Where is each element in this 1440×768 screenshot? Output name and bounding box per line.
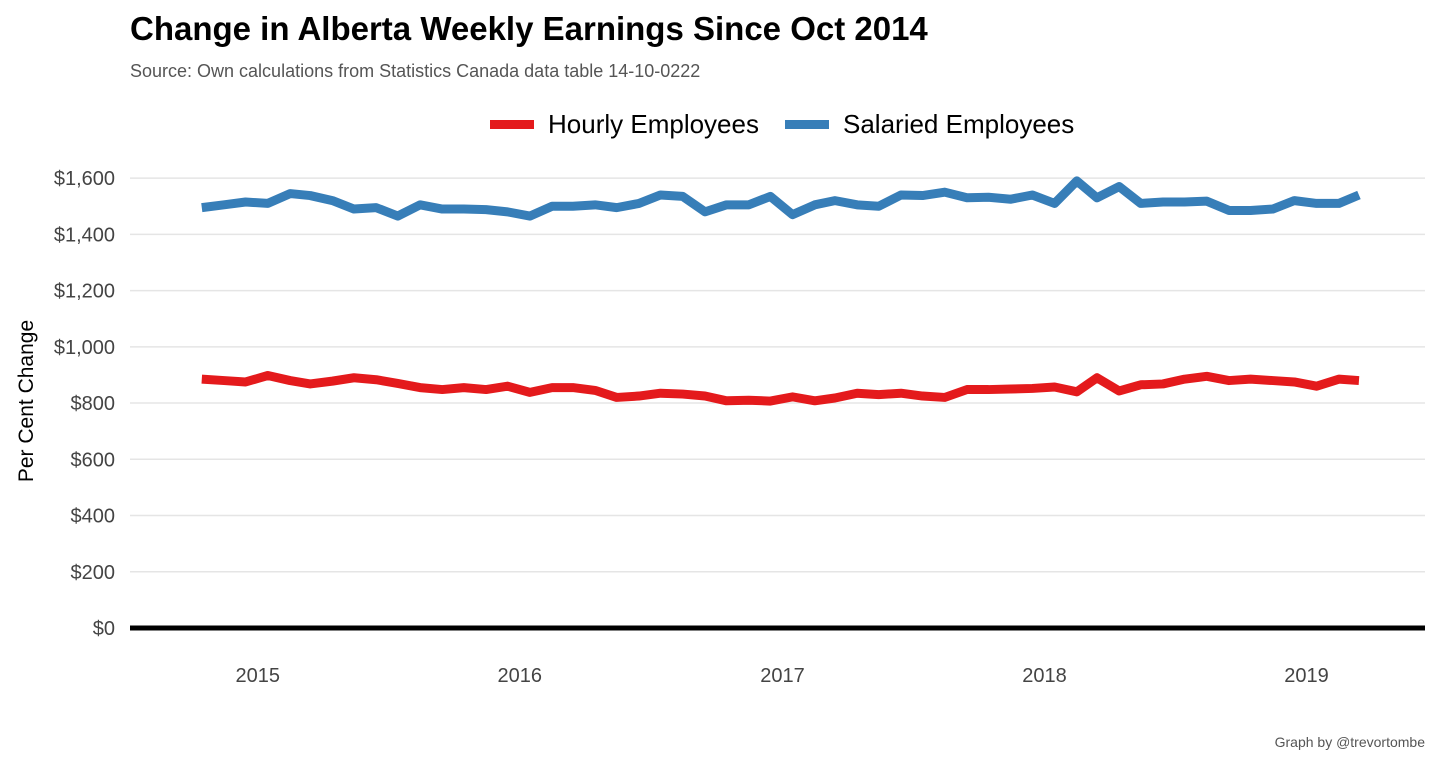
y-tick-label: $1,400: [54, 224, 115, 246]
series-line-hourly: [201, 371, 1360, 406]
legend-label-salaried: Salaried Employees: [843, 108, 1075, 139]
chart-title: Change in Alberta Weekly Earnings Since …: [130, 10, 928, 47]
legend-item-hourly: Hourly Employees: [490, 104, 759, 144]
chart-caption: Graph by @trevortombe: [1274, 734, 1425, 750]
y-axis-title: Per Cent Change: [15, 320, 38, 482]
chart-subtitle: Source: Own calculations from Statistics…: [130, 61, 701, 81]
legend-item-salaried: Salaried Employees: [785, 104, 1074, 144]
x-tick-label: 2015: [236, 665, 281, 687]
legend-key-salaried: [785, 119, 829, 129]
y-tick-label: $600: [71, 449, 116, 471]
legend-key-hourly: [490, 119, 534, 129]
y-tick-label: $200: [71, 562, 116, 584]
x-tick-label: 2016: [498, 665, 543, 687]
y-tick-label: $400: [71, 506, 116, 528]
y-tick-label: $1,000: [54, 337, 115, 359]
y-tick-label: $1,600: [54, 168, 115, 190]
legend-label-hourly: Hourly Employees: [548, 108, 759, 139]
legend: Hourly Employees Salaried Employees: [0, 104, 1440, 144]
y-tick-label: $1,200: [54, 281, 115, 303]
y-tick-label: $0: [93, 618, 115, 640]
series-line-salaried: [201, 176, 1361, 221]
y-tick-label: $800: [71, 393, 116, 415]
x-tick-label: 2018: [1022, 665, 1067, 687]
x-tick-label: 2017: [760, 665, 805, 687]
x-tick-label: 2019: [1284, 665, 1329, 687]
